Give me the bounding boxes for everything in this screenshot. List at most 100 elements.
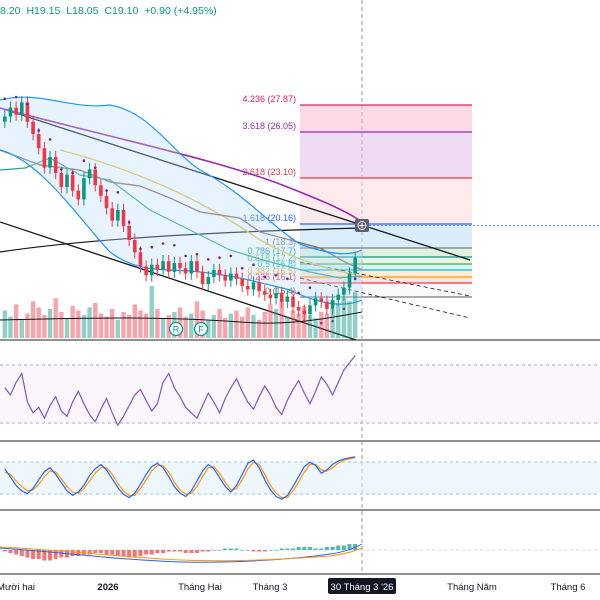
- candle-body: [325, 301, 329, 309]
- sar-dot: [71, 171, 74, 175]
- sar-dot: [60, 168, 63, 171]
- time-axis: Mười hai 2026 Tháng Hai Tháng 3 30 Tháng 3 '…: [0, 578, 585, 594]
- volume-bar: [290, 310, 296, 338]
- macd-hist-bar: [341, 545, 346, 550]
- fib-level-label: 4.236 (27.87): [242, 94, 296, 104]
- bollinger-fill: [0, 97, 362, 305]
- candle-body: [178, 262, 182, 269]
- candle-body: [342, 287, 346, 295]
- ma-brown-line: [0, 149, 363, 271]
- stoch-k-line: [4, 456, 356, 500]
- event-marker-circle: [168, 321, 184, 337]
- candle-body: [14, 107, 18, 115]
- candle-body: [336, 294, 341, 300]
- candle-body: [285, 296, 290, 302]
- fib-zone: [300, 224, 472, 248]
- macd-hist-bar: [330, 547, 335, 550]
- macd-hist-bar: [307, 547, 312, 550]
- stochastic-panel: [4, 456, 356, 500]
- sar-dot: [252, 263, 255, 267]
- candle-body: [217, 270, 222, 276]
- candle-body: [42, 148, 47, 168]
- sar-dot: [14, 95, 18, 99]
- candle-body: [189, 261, 194, 274]
- plus-icon-circle: [357, 221, 367, 230]
- macd-hist-bar: [319, 548, 324, 550]
- candle-body: [144, 266, 148, 276]
- sar-dot: [353, 277, 357, 281]
- time-axis-label: Mười hai: [0, 582, 35, 593]
- ohlc-low: L18.05: [66, 5, 99, 17]
- sar-dot: [3, 97, 7, 101]
- candle-body: [99, 185, 103, 196]
- sar-dot: [286, 277, 289, 281]
- macd-hist-bar: [110, 550, 115, 555]
- event-marker: F: [193, 321, 209, 337]
- add-alert-icon[interactable]: [355, 219, 600, 232]
- macd-hist-bar: [166, 550, 171, 552]
- bollinger-upper: [0, 96, 363, 255]
- macd-hist-bar: [223, 548, 228, 550]
- projection-dashed-line: [299, 277, 471, 319]
- sar-dot: [274, 273, 278, 277]
- volume-bar: [296, 313, 301, 338]
- sar-dot: [139, 247, 142, 251]
- volume-bar: [166, 315, 171, 338]
- volume-bar: [121, 312, 126, 338]
- volume-bar: [183, 316, 188, 338]
- volume-bar: [319, 312, 324, 338]
- volume-bar: [70, 305, 75, 338]
- sar-dot: [105, 189, 108, 192]
- candle-body: [246, 285, 250, 290]
- event-marker: R: [168, 321, 184, 337]
- candle-body: [223, 275, 228, 281]
- macd-hist-bar: [257, 550, 262, 552]
- stoch-d-line: [4, 457, 356, 499]
- volume-bar: [313, 318, 318, 338]
- candle-body: [87, 169, 92, 179]
- fib-level-label: 0.618 (17.2): [247, 253, 296, 263]
- volume-bar: [25, 313, 30, 338]
- macd-hist-bar: [262, 550, 267, 552]
- volume-bar: [138, 310, 143, 338]
- macd-hist-bar: [81, 550, 86, 555]
- volume-bar: [211, 315, 217, 338]
- volume-bar: [76, 310, 81, 338]
- stoch-band: [0, 462, 600, 494]
- volume-bar: [324, 313, 330, 338]
- candle-body: [53, 157, 58, 173]
- sar-dot: [342, 307, 346, 311]
- candle-body: [138, 252, 143, 267]
- ma-yellow-line: [59, 149, 363, 277]
- volume-bar: [285, 316, 290, 338]
- fibonacci-extension[interactable]: 4.236 (27.87) 3.618 (26.05) 2.618 (23.10) 1…: [242, 94, 472, 298]
- macd-hist-bar: [206, 550, 211, 552]
- volume-bar: [36, 307, 41, 338]
- candle-body: [93, 169, 98, 186]
- volume-bar: [81, 315, 87, 338]
- macd-hist-bar: [189, 550, 194, 553]
- volume-bar: [347, 301, 352, 338]
- volume-bar: [279, 298, 284, 338]
- volume-bar: [126, 315, 132, 338]
- volume-bar: [336, 304, 341, 338]
- macd-hist-bar: [200, 550, 205, 552]
- macd-hist-bar: [14, 550, 19, 555]
- macd-hist-bar: [149, 550, 154, 555]
- candle-body: [166, 261, 171, 272]
- macd-hist-bar: [234, 548, 239, 550]
- macd-hist-bar: [31, 550, 36, 559]
- candle-body: [347, 273, 352, 288]
- volume-bar: [115, 319, 121, 338]
- sar-dot: [161, 242, 165, 245]
- macd-hist-bar: [8, 550, 13, 553]
- macd-hist-bar: [245, 550, 250, 551]
- macd-hist-bar: [302, 547, 307, 550]
- candle-body: [251, 282, 256, 290]
- fib-level-label: 0.382 (16.5): [247, 266, 296, 276]
- time-axis-label-highlighted: 30 Tháng 3 '26: [331, 582, 394, 593]
- macd-hist-bar: [211, 550, 216, 551]
- candle-body: [279, 292, 284, 302]
- candle-body: [70, 174, 75, 191]
